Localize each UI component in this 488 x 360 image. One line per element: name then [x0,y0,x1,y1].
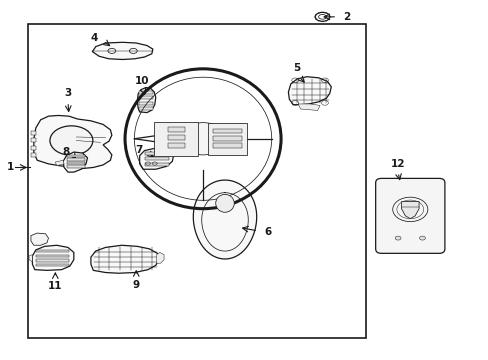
Bar [66,158,85,161]
Polygon shape [157,252,163,263]
Text: 12: 12 [390,158,405,168]
Polygon shape [137,87,156,113]
Bar [36,264,69,266]
Text: 11: 11 [48,281,62,291]
Text: 3: 3 [64,87,71,98]
Text: 5: 5 [293,63,300,73]
FancyBboxPatch shape [375,179,444,253]
Bar [139,107,153,110]
Polygon shape [140,148,173,169]
Bar [167,135,184,140]
Polygon shape [91,245,159,273]
Text: 1: 1 [7,162,14,172]
Bar [27,24,366,338]
Text: 9: 9 [132,280,140,290]
Polygon shape [31,233,48,245]
Bar [167,127,184,132]
Bar [31,131,36,135]
Bar [31,153,36,157]
Bar [145,163,169,166]
Polygon shape [92,42,153,59]
Text: 6: 6 [264,227,271,237]
Bar [167,143,184,148]
Polygon shape [288,77,330,105]
Bar [139,102,153,105]
Polygon shape [32,245,74,270]
Bar [36,250,69,252]
Bar [31,146,36,150]
Ellipse shape [215,194,234,212]
Bar [66,162,85,164]
Bar [212,129,242,134]
Bar [139,96,153,99]
Bar [66,154,85,157]
Polygon shape [34,116,112,168]
Text: 7: 7 [136,144,143,154]
Ellipse shape [180,123,226,155]
Polygon shape [55,160,64,166]
Text: 8: 8 [62,147,70,157]
Bar [66,165,85,168]
Bar [145,152,169,155]
Bar [31,138,36,142]
Text: 4: 4 [91,33,98,43]
Bar [154,122,198,156]
Bar [139,91,153,94]
Polygon shape [401,202,418,219]
Bar [212,143,242,148]
Ellipse shape [419,236,425,240]
Polygon shape [63,152,87,172]
Bar [207,123,246,155]
Bar [145,157,169,160]
Text: 10: 10 [135,76,149,86]
Polygon shape [193,180,256,259]
Ellipse shape [394,236,400,240]
Text: 2: 2 [342,12,349,22]
Polygon shape [298,104,320,111]
Bar [36,255,69,257]
Bar [212,136,242,140]
Ellipse shape [50,126,93,155]
Bar [36,259,69,262]
Polygon shape [29,255,32,262]
